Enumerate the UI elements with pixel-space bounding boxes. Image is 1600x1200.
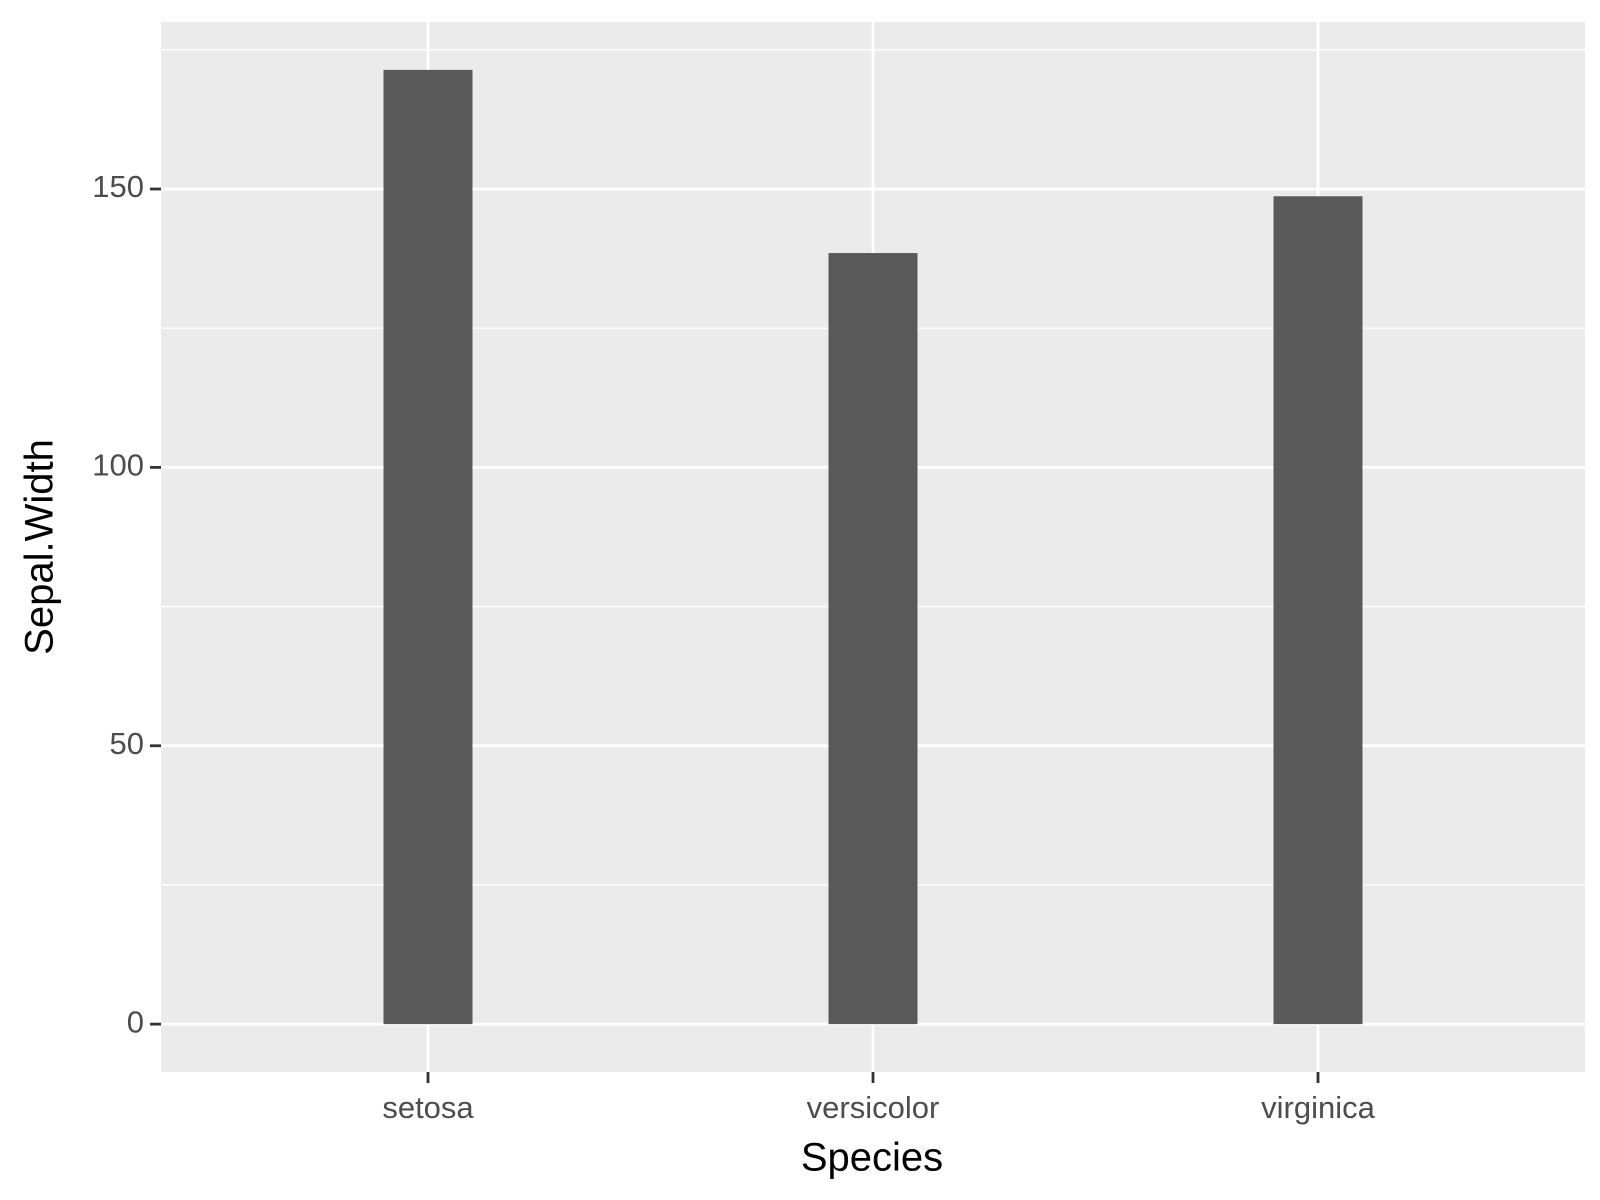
x-tick-label: virginica xyxy=(1261,1090,1375,1125)
y-tick-label: 0 xyxy=(127,1004,144,1039)
bar xyxy=(1273,196,1363,1025)
bar xyxy=(828,253,918,1025)
x-tick-label: setosa xyxy=(382,1090,474,1125)
y-axis-title: Sepal.Width xyxy=(18,439,62,655)
y-tick-label: 100 xyxy=(92,448,144,483)
bar xyxy=(383,69,473,1025)
y-tick-label: 50 xyxy=(110,726,144,761)
x-axis-title: Species xyxy=(801,1136,943,1180)
x-tick-label: versicolor xyxy=(807,1090,940,1125)
y-tick-label: 150 xyxy=(92,169,144,204)
